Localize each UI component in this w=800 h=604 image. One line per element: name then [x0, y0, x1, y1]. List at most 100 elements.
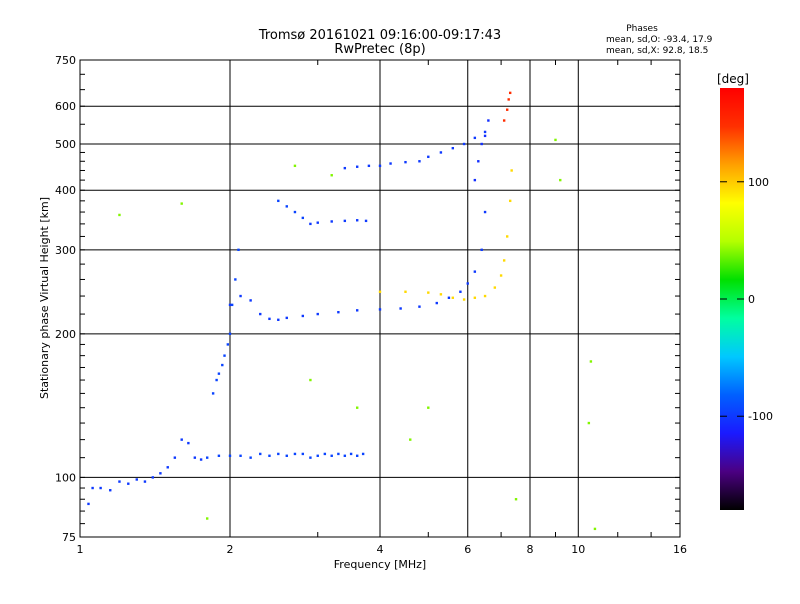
- x-axis-label: Frequency [MHz]: [334, 558, 426, 571]
- data-point: [378, 308, 382, 311]
- series-o-mid-band: [309, 219, 368, 226]
- data-point: [483, 210, 487, 214]
- data-point: [483, 134, 487, 138]
- plot-frame: [79, 59, 681, 538]
- series-o-f-trace: [228, 210, 487, 321]
- data-point: [473, 270, 477, 273]
- data-point: [418, 160, 421, 163]
- series-o-e-layer: [205, 452, 365, 459]
- data-point: [451, 146, 455, 150]
- data-point: [180, 202, 183, 205]
- data-point: [473, 136, 477, 140]
- y-tick-label: 300: [55, 244, 76, 257]
- data-point: [487, 119, 490, 122]
- x-tick-label: 16: [673, 543, 687, 556]
- data-point: [309, 222, 312, 226]
- data-point: [399, 307, 402, 310]
- data-point: [91, 486, 94, 490]
- data-point: [343, 166, 347, 170]
- data-point: [427, 291, 430, 294]
- x-tick-label: 4: [377, 543, 384, 556]
- stats-x-line: mean, sd,X: 92.8, 18.5: [606, 46, 708, 56]
- data-point: [587, 421, 591, 425]
- data-point: [447, 296, 451, 299]
- data-point: [277, 199, 280, 203]
- data-point: [135, 478, 138, 481]
- data-point: [173, 456, 177, 459]
- data-point: [234, 278, 237, 281]
- y-tick-label: 750: [55, 54, 76, 67]
- data-point: [514, 498, 518, 501]
- data-point: [427, 155, 430, 159]
- y-tick-label: 500: [55, 138, 76, 151]
- series-x-f-trace: [378, 169, 513, 301]
- data-point: [462, 298, 466, 301]
- data-point: [109, 489, 112, 492]
- x-tick-label: 8: [527, 543, 534, 556]
- data-point: [389, 162, 392, 165]
- series-o-low: [87, 438, 203, 506]
- data-point: [285, 205, 288, 208]
- data-point: [439, 151, 443, 154]
- chart-subtitle: RwPretec (8p): [334, 42, 425, 57]
- data-point: [285, 316, 288, 320]
- data-point: [505, 235, 509, 238]
- data-point: [301, 452, 305, 456]
- data-point: [554, 138, 557, 142]
- x-axis: 1 2 4 6 8 10 16: [77, 543, 688, 556]
- data-point: [466, 282, 469, 285]
- data-point: [502, 119, 506, 122]
- stats-heading: Phases: [626, 24, 658, 34]
- x-tick-label: 1: [77, 543, 84, 556]
- data-point: [343, 219, 347, 223]
- y-axis: 75 100 200 300 400 500 600 750: [55, 54, 76, 544]
- data-point: [462, 142, 466, 146]
- data-point: [439, 293, 443, 296]
- data-point: [259, 312, 262, 316]
- data-point: [159, 472, 162, 475]
- data-point: [337, 452, 340, 456]
- data-point: [277, 452, 280, 456]
- data-point: [355, 219, 359, 222]
- data-point: [404, 160, 407, 164]
- data-point: [228, 454, 232, 457]
- data-point: [364, 219, 368, 223]
- data-point: [118, 213, 121, 217]
- data-point: [451, 296, 455, 299]
- data-point: [378, 164, 382, 168]
- data-point: [301, 216, 305, 220]
- data-point: [239, 294, 242, 298]
- data-point: [483, 130, 487, 134]
- data-point: [87, 502, 90, 506]
- y-tick-label: 600: [55, 100, 76, 113]
- data-point: [355, 454, 359, 457]
- y-tick-label: 100: [55, 471, 76, 484]
- data-point: [510, 169, 513, 172]
- data-point: [211, 392, 215, 395]
- y-axis-label: Stationary phase Virtual Height [km]: [38, 197, 51, 399]
- data-point: [268, 317, 271, 321]
- data-point: [343, 454, 347, 457]
- data-point: [293, 164, 297, 168]
- data-point: [505, 108, 509, 111]
- stats-o-line: mean, sd,O: -93.4, 17.9: [606, 35, 713, 45]
- data-point: [293, 210, 297, 214]
- data-point: [193, 456, 197, 459]
- colorbar-ticks: 100 0 -100: [720, 176, 773, 423]
- data-point: [349, 452, 353, 456]
- series-o-f1-rise: [211, 248, 240, 395]
- colorbar-tick-label: 0: [748, 293, 755, 306]
- data-point: [199, 458, 203, 461]
- data-point: [277, 318, 280, 321]
- data-point: [151, 476, 155, 479]
- y-tick-label: 200: [55, 328, 76, 341]
- data-point: [378, 290, 382, 293]
- series-noise: [118, 138, 597, 531]
- data-point: [559, 178, 562, 182]
- data-point: [237, 248, 240, 252]
- data-point: [268, 454, 271, 457]
- data-point: [316, 454, 319, 457]
- data-point: [483, 294, 487, 298]
- data-point: [205, 456, 209, 459]
